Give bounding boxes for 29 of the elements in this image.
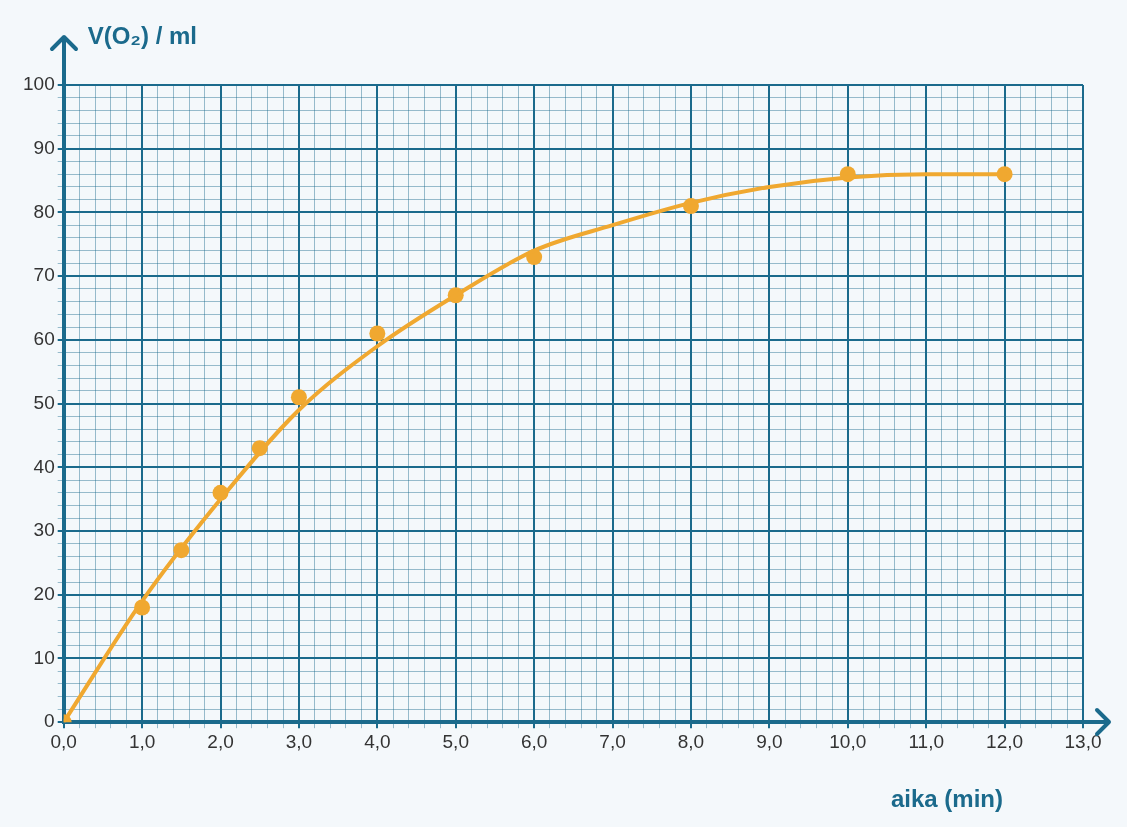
y-tick-label: 30	[33, 519, 55, 541]
y-tick-label: 100	[23, 73, 55, 95]
x-tick-label: 10,0	[829, 730, 867, 752]
x-tick-label: 9,0	[756, 730, 783, 752]
x-axis-title: aika (min)	[890, 784, 1003, 812]
point	[369, 325, 386, 342]
point	[290, 389, 307, 406]
y-axis-title: V(O₂) / ml	[87, 21, 198, 49]
x-tick-label: 6,0	[520, 730, 548, 752]
x-tick-label: 5,0	[442, 730, 469, 752]
y-tick-label: 90	[33, 136, 55, 158]
y-tick-label: 70	[33, 264, 55, 286]
x-tick-label: 4,0	[364, 730, 391, 752]
y-tick-label: 60	[33, 328, 55, 350]
x-tick-label: 3,0	[285, 730, 313, 752]
x-tick-label: 1,0	[128, 730, 156, 752]
y-tick-label: 80	[33, 200, 55, 222]
y-tick-label: 10	[33, 646, 55, 668]
x-tick-label: 12,0	[986, 730, 1024, 752]
y-tick-label: 0	[44, 710, 55, 732]
x-tick-label: 8,0	[677, 730, 705, 752]
y-tick-label: 50	[33, 391, 55, 413]
x-tick-label: 13,0	[1064, 730, 1102, 752]
x-tick-label: 2,0	[207, 730, 234, 752]
x-tick-label: 11,0	[908, 730, 944, 752]
y-tick-label: 40	[33, 455, 55, 477]
x-tick-label: 0,0	[50, 730, 77, 752]
x-tick-label: 7,0	[599, 730, 626, 752]
y-tick-label: 20	[33, 582, 55, 604]
